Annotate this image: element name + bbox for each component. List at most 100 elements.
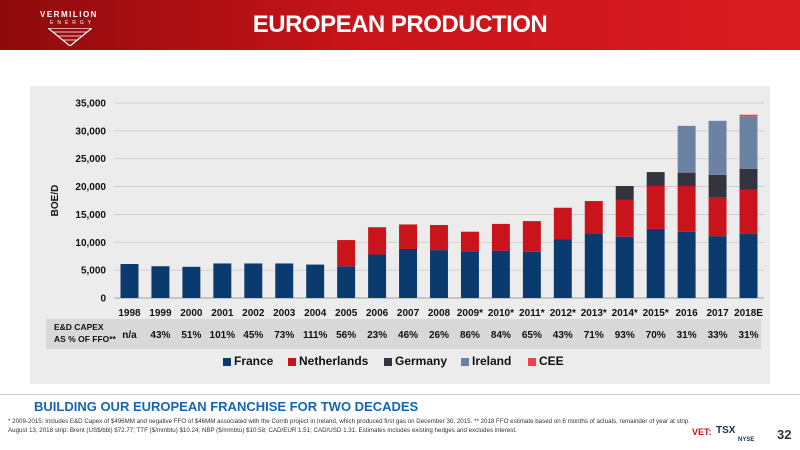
bar-segment-netherlands: [584, 201, 603, 234]
bar-segment-germany: [615, 186, 634, 200]
x-tick-label: 1999: [149, 308, 172, 319]
bar-segment-france: [615, 236, 634, 298]
capex-value: 101%: [210, 330, 236, 341]
header-bar: VERMILION ENERGY EUROPEAN PRODUCTION: [0, 0, 800, 50]
legend-label-ireland: Ireland: [472, 354, 512, 368]
legend-label-netherlands: Netherlands: [299, 354, 369, 368]
bar-segment-france: [522, 251, 541, 298]
y-tick-label: 35,000: [75, 99, 106, 110]
bar-segment-netherlands: [460, 231, 479, 252]
legend-swatch-germany: [384, 358, 392, 366]
y-tick-label: 20,000: [75, 182, 106, 193]
x-tick-label: 2002: [242, 308, 265, 319]
capex-value: 23%: [367, 330, 387, 341]
page-title: EUROPEAN PRODUCTION: [252, 11, 548, 38]
x-tick-label: 2017: [706, 308, 729, 319]
x-tick-label: 2015*: [643, 308, 669, 319]
x-tick-label: 2008: [428, 308, 451, 319]
y-tick-label: 15,000: [75, 210, 106, 221]
capex-value: 33%: [708, 330, 728, 341]
bar-segment-netherlands: [677, 186, 696, 232]
y-tick-label: 10,000: [75, 238, 106, 249]
legend-label-germany: Germany: [395, 354, 448, 368]
bar-segment-germany: [708, 174, 727, 198]
capex-value: 73%: [274, 330, 294, 341]
production-chart: 0 5,000 10,000 15,000 20,000 25,000 30,000 35,0…: [50, 99, 764, 341]
legend-swatch-cee: [528, 358, 536, 366]
bar-segment-netherlands: [399, 224, 418, 249]
bar-segment-netherlands: [615, 199, 634, 237]
bar-segment-france: [368, 254, 387, 298]
capex-value: 46%: [398, 330, 418, 341]
legend-swatch-france: [223, 358, 231, 366]
x-tick-label: 2005: [335, 308, 358, 319]
ticker-tsx: TSX: [716, 425, 736, 436]
y-tick-label: 5,000: [81, 266, 106, 277]
capex-label-line2: AS % OF FFO**: [54, 334, 116, 344]
logo-v-icon: [48, 28, 92, 46]
x-tick-label: 2011*: [519, 308, 545, 319]
x-tick-label: 2006: [366, 308, 389, 319]
y-tick-label: 30,000: [75, 126, 106, 137]
bar-segment-france: [151, 266, 170, 298]
bar-segment-france: [708, 236, 727, 298]
x-tick-label: 1998: [118, 308, 141, 319]
bar-segment-france: [182, 266, 201, 298]
ticker-vet: VET:: [692, 427, 712, 437]
bar-segment-germany: [646, 172, 665, 187]
bar-segment-netherlands: [430, 225, 448, 251]
x-tick-label: 2004: [304, 308, 327, 319]
bar-segment-netherlands: [708, 197, 727, 237]
divider: [0, 394, 800, 395]
company-logo: VERMILION ENERGY: [14, 6, 134, 46]
bar-segment-france: [337, 266, 356, 298]
capex-value: 45%: [243, 330, 263, 341]
x-tick-label: 2012*: [550, 308, 576, 319]
ticker-logos: VET: TSX NYSE: [692, 425, 772, 447]
capex-value: 51%: [181, 330, 201, 341]
bar-segment-france: [584, 233, 603, 298]
bar-segment-netherlands: [337, 240, 356, 267]
bar-segment-france: [430, 250, 448, 298]
footnote: * 2009-2015: Includes E&D Capex of $496M…: [8, 418, 691, 434]
section-subtitle: BUILDING OUR EUROPEAN FRANCHISE FOR TWO …: [34, 399, 419, 414]
capex-value: 56%: [336, 330, 356, 341]
x-tick-label: 2009*: [457, 308, 483, 319]
y-axis-label: BOE/D: [50, 185, 61, 217]
bar-segment-france: [306, 264, 325, 298]
bar-segment-germany: [739, 168, 758, 190]
bar-segment-france: [399, 248, 418, 298]
legend-label-france: France: [234, 354, 274, 368]
capex-value: 26%: [429, 330, 449, 341]
x-tick-label: 2003: [273, 308, 296, 319]
capex-value: 70%: [646, 330, 666, 341]
capex-value: 84%: [491, 330, 511, 341]
bar-segment-france: [460, 251, 479, 298]
x-tick-label: 2013*: [581, 308, 607, 319]
bar-segment-france: [739, 233, 758, 298]
bar-segment-netherlands: [739, 189, 758, 234]
legend-swatch-ireland: [461, 358, 469, 366]
capex-row: E&D CAPEX AS % OF FFO**: [46, 319, 761, 349]
capex-label-line1: E&D CAPEX: [54, 322, 104, 332]
page-number: 32: [777, 427, 792, 442]
capex-value: 111%: [303, 330, 328, 341]
logo-name: VERMILION: [40, 10, 98, 19]
bar-segment-netherlands: [522, 221, 541, 252]
y-tick-label: 25,000: [75, 154, 106, 165]
x-tick-label: 2016: [675, 308, 698, 319]
legend-label-cee: CEE: [539, 354, 564, 368]
x-tick-label: 2014*: [612, 308, 638, 319]
bar-segment-france: [244, 263, 263, 298]
bar-segment-france: [275, 263, 294, 298]
bar-segment-netherlands: [646, 186, 665, 229]
bar-segment-cee: [739, 114, 758, 117]
bar-segment-ireland: [739, 116, 758, 169]
capex-value: n/a: [122, 330, 137, 341]
bar-segment-france: [553, 239, 572, 298]
logo-sub: ENERGY: [50, 20, 96, 26]
chart-legend: France Netherlands Germany Ireland CEE: [0, 352, 800, 370]
capex-value: 31%: [677, 330, 697, 341]
x-tick-label: 2010*: [488, 308, 514, 319]
bar-segment-netherlands: [491, 223, 510, 251]
